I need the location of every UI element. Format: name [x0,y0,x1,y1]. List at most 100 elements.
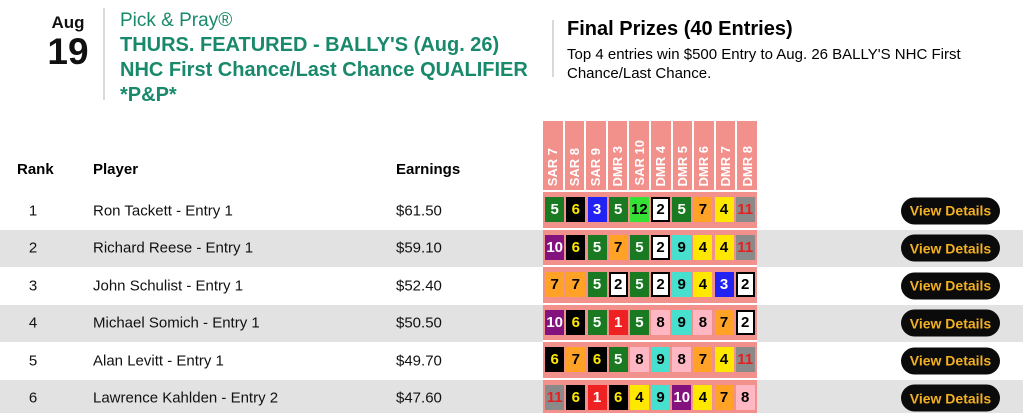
contest-title-block: Pick & Pray® THURS. FEATURED - BALLY'S (… [120,9,528,108]
pick-cell: 8 [693,309,713,335]
pick-cell: 10 [545,309,565,335]
pick-cell: 4 [714,347,734,373]
race-label: DMR 8 [739,145,755,186]
view-details-button[interactable]: View Details [901,234,1000,262]
race-label: DMR 6 [696,145,712,186]
race-column-header: DMR 6 [694,121,716,190]
pick-cell: 5 [608,197,628,223]
race-column-header: SAR 7 [543,121,565,190]
column-header-rank: Rank [17,161,54,178]
pick-cell: 6 [566,197,586,223]
pick-cell: 12 [629,197,649,223]
rank-cell: 2 [28,239,38,257]
contest-title-line-3: *P&P* [120,84,177,106]
picks-strip: 10 6 5 1 5 8 9 8 7 2 [543,304,757,342]
earnings-cell: $61.50 [396,202,442,220]
table-row: 1 Ron Tackett - Entry 1 $61.50 5 6 3 5 12 2 5 7… [0,192,1023,230]
pick-cell: 6 [587,347,607,373]
view-details-button[interactable]: View Details [901,309,1000,337]
pick-cell: 11 [735,234,755,260]
pick-cell: 11 [735,347,755,373]
pick-cell: 9 [672,234,692,260]
pick-cell: 1 [608,309,628,335]
pick-cell: 7 [545,272,565,298]
race-column-header: SAR 9 [586,121,608,190]
event-date: Aug 19 [36,13,100,71]
prizes-description: Top 4 entries win $500 Entry to Aug. 26 … [567,46,961,82]
earnings-cell: $49.70 [396,352,442,370]
event-date-month: Aug [51,13,85,32]
pick-cell: 7 [566,347,586,373]
column-header-earnings: Earnings [396,161,461,178]
contest-title-line-2: NHC First Chance/Last Chance QUALIFIER [120,59,528,81]
pick-cell: 2 [735,272,755,298]
pick-cell: 9 [651,347,671,373]
pick-cell: 7 [714,309,734,335]
race-label: DMR 7 [718,145,734,186]
race-label: DMR 5 [674,145,690,186]
race-column-header: DMR 8 [737,121,757,190]
pick-cell: 5 [587,309,607,335]
pick-cell: 9 [672,272,692,298]
race-label: SAR 8 [566,147,582,186]
view-details-button[interactable]: View Details [901,384,1000,412]
player-cell: Michael Somich - Entry 1 [93,314,260,332]
pick-cell: 3 [714,272,734,298]
table-row: 4 Michael Somich - Entry 1 $50.50 10 6 5 1 5… [0,304,1023,342]
pick-cell: 7 [693,347,713,373]
view-details-button[interactable]: View Details [901,347,1000,375]
column-header-player: Player [93,161,139,178]
player-cell: John Schulist - Entry 1 [93,277,244,295]
player-cell: Ron Tackett - Entry 1 [93,202,233,220]
header-divider [103,8,105,100]
view-details-button[interactable]: View Details [901,197,1000,225]
prizes-divider [552,20,554,77]
earnings-cell: $59.10 [396,239,442,257]
race-column-header: DMR 3 [608,121,630,190]
pick-cell: 5 [629,309,649,335]
pick-cell: 6 [566,234,586,260]
pick-cell: 8 [629,347,649,373]
player-cell: Lawrence Kahlden - Entry 2 [93,389,279,407]
pick-cell: 4 [714,197,734,223]
pick-cell: 2 [608,272,628,298]
pick-cell: 5 [608,347,628,373]
pick-cell: 7 [714,384,734,410]
player-cell: Alan Levitt - Entry 1 [93,352,224,370]
event-date-day: 19 [47,31,89,72]
race-label: DMR 3 [610,145,626,186]
rank-cell: 4 [28,314,38,332]
pick-cell: 5 [587,234,607,260]
pick-cell: 2 [651,272,671,298]
pick-cell: 9 [672,309,692,335]
pick-cell: 5 [545,197,565,223]
contest-title-line-1: THURS. FEATURED - BALLY'S (Aug. 26) [120,34,500,56]
pick-cell: 5 [672,197,692,223]
rank-cell: 1 [28,202,38,220]
race-column-header: DMR 7 [716,121,738,190]
view-details-button[interactable]: View Details [901,272,1000,300]
pick-cell: 10 [545,234,565,260]
race-column-header: DMR 4 [651,121,673,190]
pick-cell: 2 [651,197,671,223]
pick-cell: 6 [566,384,586,410]
picks-strip: 5 6 3 5 12 2 5 7 4 11 [543,192,757,230]
picks-strip: 6 7 6 5 8 9 8 7 4 11 [543,342,757,380]
pick-cell: 4 [693,272,713,298]
contest-brand: Pick & Pray® [120,10,233,31]
pick-cell: 8 [672,347,692,373]
pick-cell: 7 [566,272,586,298]
pick-cell: 1 [587,384,607,410]
pick-cell: 2 [735,309,755,335]
pick-cell: 9 [651,384,671,410]
picks-strip: 11 6 1 6 4 9 10 4 7 8 [543,379,757,413]
pick-cell: 4 [629,384,649,410]
pick-cell: 4 [693,384,713,410]
pick-cell: 5 [587,272,607,298]
rank-cell: 6 [28,389,38,407]
player-cell: Richard Reese - Entry 1 [93,239,254,257]
table-row: 2 Richard Reese - Entry 1 $59.10 10 6 5 7 5 2… [0,229,1023,267]
